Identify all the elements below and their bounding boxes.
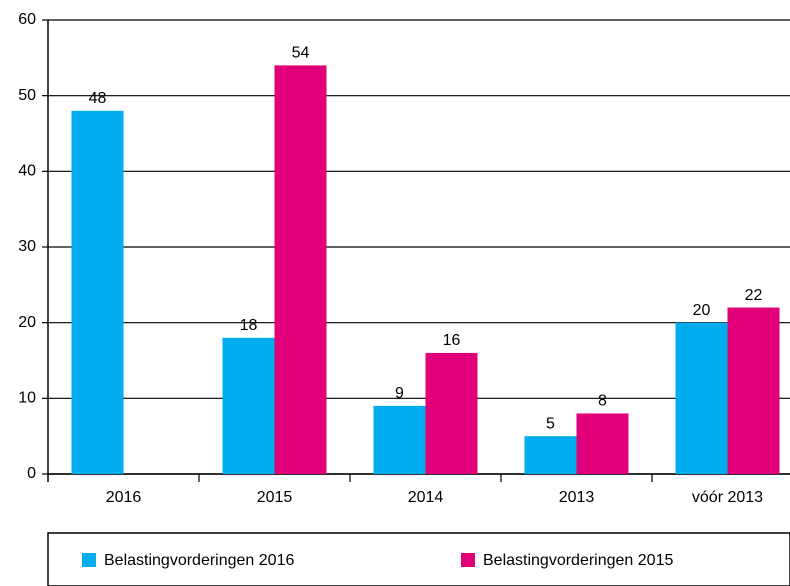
- data-label: 9: [395, 385, 404, 402]
- y-tick-label: 30: [18, 238, 36, 255]
- y-tick-label: 10: [18, 390, 36, 407]
- x-tick-label: 2016: [106, 489, 142, 506]
- legend-box: [47, 532, 790, 586]
- legend-swatch: [82, 553, 96, 567]
- legend-label: Belastingvorderingen 2015: [483, 552, 673, 569]
- y-tick-label: 50: [18, 87, 36, 104]
- data-label: 8: [598, 393, 607, 410]
- y-tick-label: 40: [18, 163, 36, 180]
- bar: [71, 110, 124, 475]
- bar: [373, 405, 426, 474]
- bar: [576, 413, 629, 474]
- bar: [274, 65, 327, 475]
- y-tick-label: 0: [27, 465, 36, 482]
- legend-label: Belastingvorderingen 2016: [104, 552, 294, 569]
- bar: [727, 307, 780, 474]
- data-label: 16: [443, 332, 461, 349]
- bar: [675, 322, 728, 474]
- y-tick-label: 20: [18, 314, 36, 331]
- data-label: 18: [240, 317, 258, 334]
- bar: [222, 337, 275, 474]
- data-label: 5: [546, 415, 555, 432]
- x-tick-label: vóór 2013: [692, 489, 763, 506]
- data-label: 20: [693, 302, 711, 319]
- bar: [524, 436, 577, 474]
- x-tick-label: 2015: [257, 489, 293, 506]
- bar: [425, 352, 478, 474]
- y-tick-label: 60: [18, 11, 36, 28]
- data-label: 22: [745, 287, 763, 304]
- x-tick-label: 2013: [559, 489, 595, 506]
- data-label: 54: [292, 45, 310, 62]
- data-label: 48: [89, 90, 107, 107]
- legend-swatch: [461, 553, 475, 567]
- x-tick-label: 2014: [408, 489, 444, 506]
